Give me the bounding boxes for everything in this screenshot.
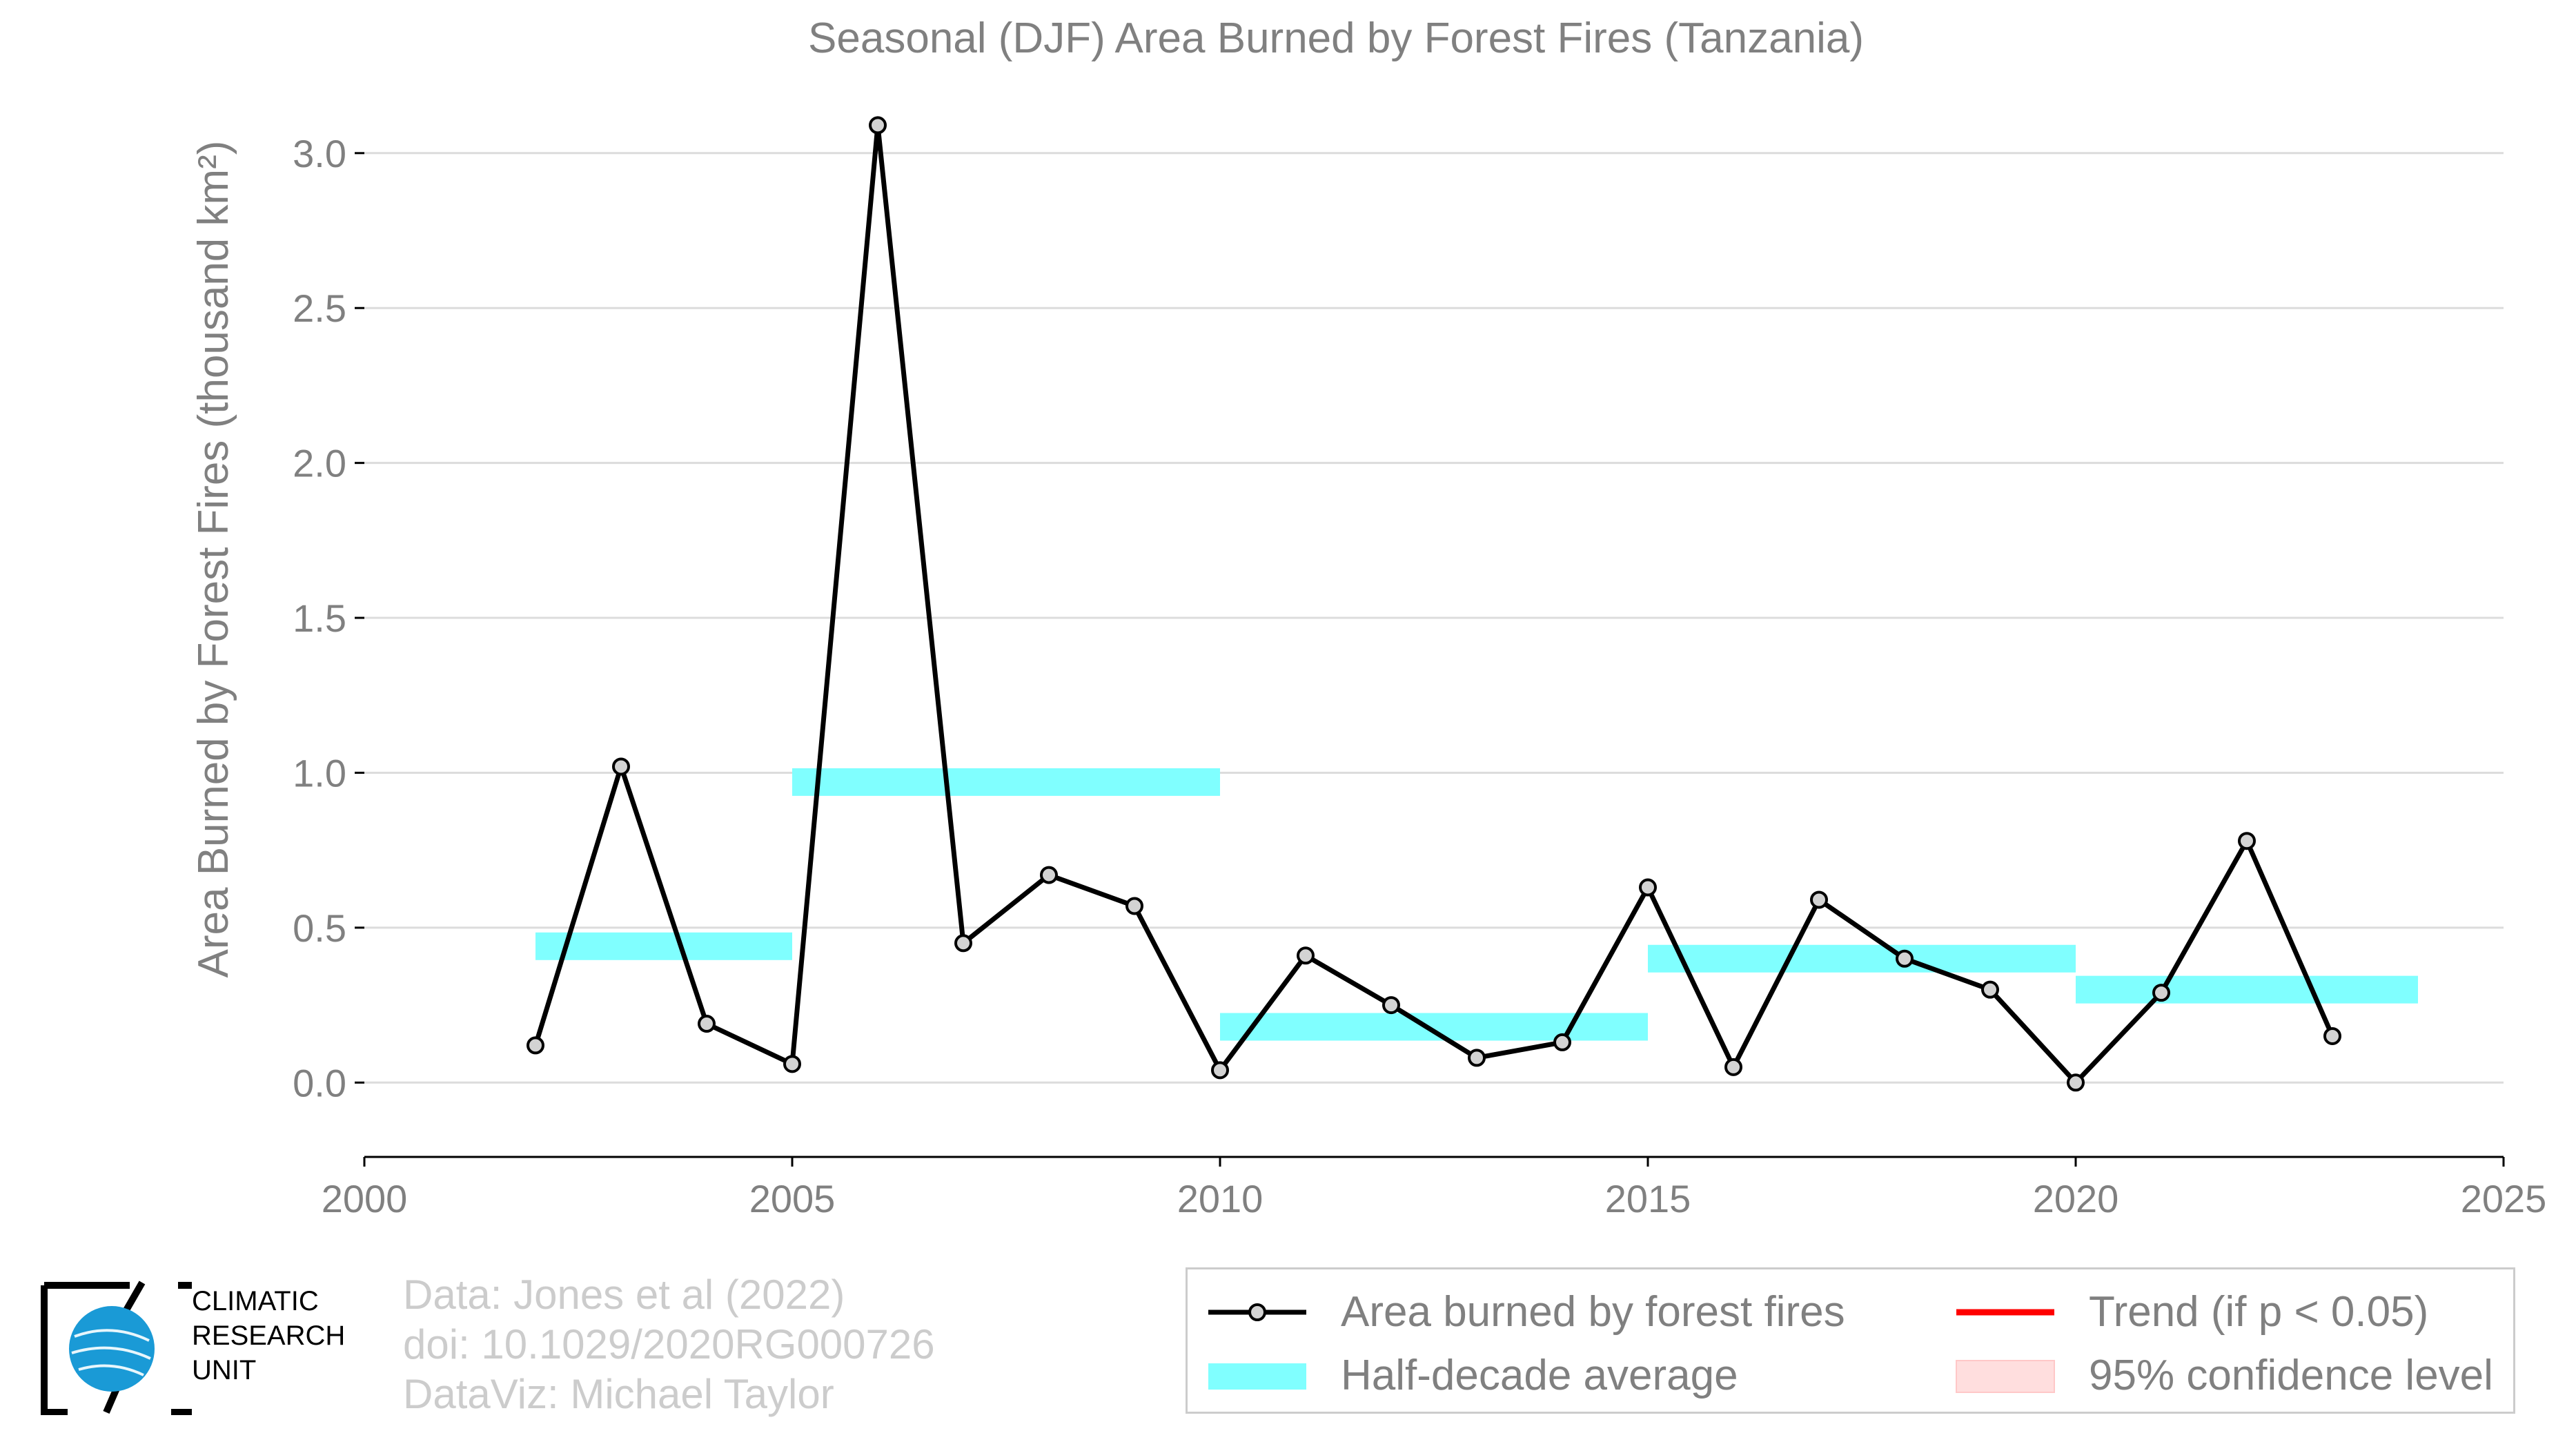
data-point-2015 — [1639, 878, 1657, 897]
area-burned-series — [527, 116, 2341, 1092]
chart-title: Seasonal (DJF) Area Burned by Forest Fir… — [808, 14, 1864, 62]
x-tick-label-5: 2025 — [2461, 1177, 2547, 1220]
data-point-2010 — [1211, 1061, 1229, 1080]
y-tick-label-3: 1.5 — [293, 596, 346, 640]
gridlines — [364, 152, 2504, 1084]
half-decade-bar-2 — [1220, 1013, 1648, 1041]
data-point-2016 — [1724, 1058, 1742, 1076]
y-tick-label-1: 0.5 — [293, 906, 346, 950]
x-tick-label-4: 2020 — [2033, 1177, 2119, 1220]
credit-data-source: Data: Jones et al (2022) — [403, 1272, 845, 1318]
half-decade-bar-1 — [792, 768, 1220, 796]
logo-line-3: UNIT — [192, 1355, 257, 1385]
data-point-2004 — [698, 1015, 716, 1033]
data-credits: Data: Jones et al (2022) doi: 10.1029/20… — [403, 1270, 935, 1419]
data-point-2020 — [2067, 1073, 2085, 1092]
data-point-2005 — [783, 1055, 801, 1073]
y-tick-label-0: 0.0 — [293, 1061, 346, 1104]
y-tick-label-2: 1.0 — [293, 751, 346, 795]
y-tick-labels: 0.0 0.5 1.0 1.5 2.0 2.5 3.0 — [293, 132, 364, 1104]
x-axis: 2000 2005 2010 2015 2020 2025 — [322, 1156, 2547, 1220]
y-tick-label-6: 3.0 — [293, 132, 346, 175]
data-point-2008 — [1040, 866, 1058, 884]
logo-line-1: CLIMATIC — [192, 1286, 319, 1316]
legend-label-confidence: 95% confidence level — [2089, 1352, 2493, 1399]
half-decade-bar-3 — [1648, 944, 2076, 973]
data-point-2007 — [954, 934, 972, 953]
data-point-2022 — [2238, 832, 2256, 850]
legend-line-marker-icon — [1208, 1303, 1306, 1321]
legend: Area burned by forest fires Half-decade … — [1186, 1267, 2515, 1414]
credit-dataviz: DataViz: Michael Taylor — [403, 1371, 834, 1417]
data-point-2021 — [2152, 984, 2170, 1002]
y-axis-label: Area Burned by Forest Fires (thousand km… — [190, 141, 237, 978]
data-point-2023 — [2323, 1026, 2341, 1045]
data-point-2013 — [1468, 1049, 1486, 1067]
credit-doi: doi: 10.1029/2020RG000726 — [403, 1321, 935, 1367]
legend-label-trend: Trend (if p < 0.05) — [2089, 1288, 2429, 1336]
half-decade-bar-0 — [535, 932, 792, 960]
legend-cyan-bar-icon — [1208, 1363, 1306, 1390]
legend-label-half-decade: Half-decade average — [1341, 1352, 1738, 1399]
area-burned-line — [533, 125, 2335, 1087]
cru-logo-text: CLIMATIC RESEARCH UNIT — [192, 1284, 345, 1387]
x-tick-label-3: 2015 — [1605, 1177, 1691, 1220]
legend-item-area-burned: Area burned by forest fires — [1206, 1287, 1845, 1336]
legend-red-line-icon — [1956, 1309, 2054, 1315]
x-tick-label-1: 2005 — [749, 1177, 836, 1220]
legend-item-half-decade: Half-decade average — [1206, 1351, 1738, 1400]
data-point-2009 — [1125, 897, 1143, 915]
cru-logo: CLIMATIC RESEARCH UNIT — [40, 1277, 378, 1416]
logo-line-2: RESEARCH — [192, 1321, 346, 1351]
y-tick-label-5: 2.5 — [293, 286, 346, 330]
data-point-2019 — [1981, 980, 1999, 999]
data-point-2003 — [612, 757, 630, 776]
y-tick-label-4: 2.0 — [293, 442, 346, 485]
legend-pink-area-icon — [1956, 1359, 2055, 1393]
data-point-2002 — [527, 1036, 544, 1055]
legend-label-area-burned: Area burned by forest fires — [1341, 1288, 1845, 1336]
legend-item-confidence: 95% confidence level — [1954, 1351, 2493, 1400]
data-point-2006 — [869, 116, 887, 135]
data-point-2017 — [1810, 890, 1828, 909]
data-point-2018 — [1896, 949, 1914, 968]
cru-logo-mark — [41, 1280, 216, 1416]
half-decade-bar-4 — [2076, 975, 2418, 1004]
data-point-2011 — [1297, 946, 1315, 965]
data-point-2012 — [1382, 996, 1400, 1015]
x-tick-label-2: 2010 — [1177, 1177, 1264, 1220]
data-point-2014 — [1553, 1033, 1571, 1051]
x-tick-label-0: 2000 — [322, 1177, 408, 1220]
half-decade-average-bars — [535, 768, 2418, 1041]
legend-item-trend: Trend (if p < 0.05) — [1954, 1287, 2428, 1336]
